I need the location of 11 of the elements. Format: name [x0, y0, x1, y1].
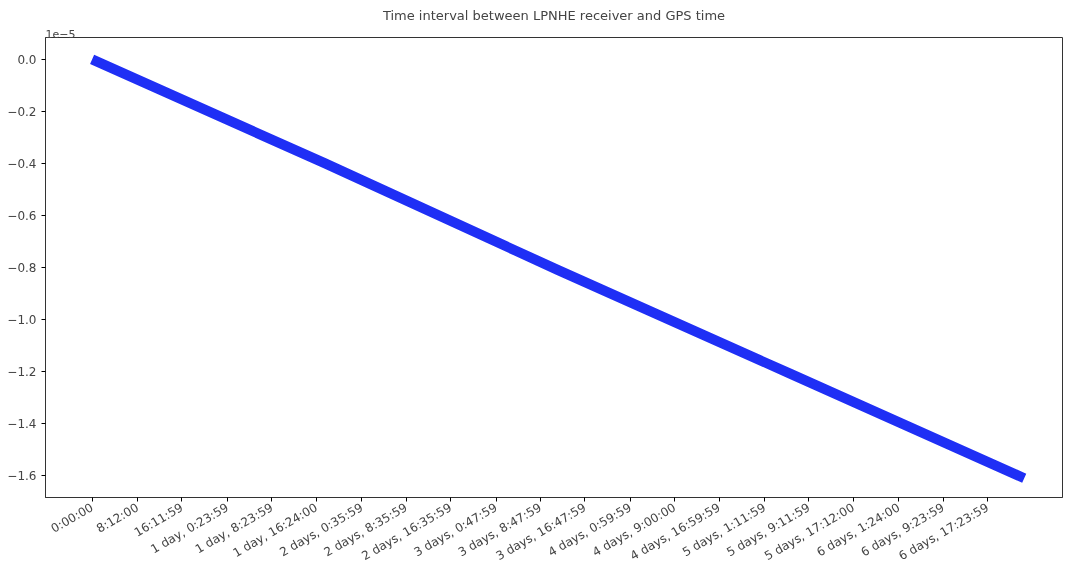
y-tick-label: −0.6	[7, 208, 37, 223]
y-tick-label: −0.8	[7, 261, 37, 275]
y-tick-label: −0.2	[7, 104, 37, 119]
y-tick-label: 0.0	[17, 52, 37, 67]
y-tick-label: −1.6	[7, 469, 37, 484]
annotation: 1e−5	[45, 27, 76, 41]
y-tick-label: −1.2	[7, 365, 37, 380]
chart-title: Time interval between LPNHE receiver and GPS time	[381, 7, 726, 23]
y-tick-label: −1.0	[7, 313, 37, 328]
y-tick-label: −0.4	[7, 156, 37, 171]
y-tick-label: −1.4	[7, 417, 37, 432]
